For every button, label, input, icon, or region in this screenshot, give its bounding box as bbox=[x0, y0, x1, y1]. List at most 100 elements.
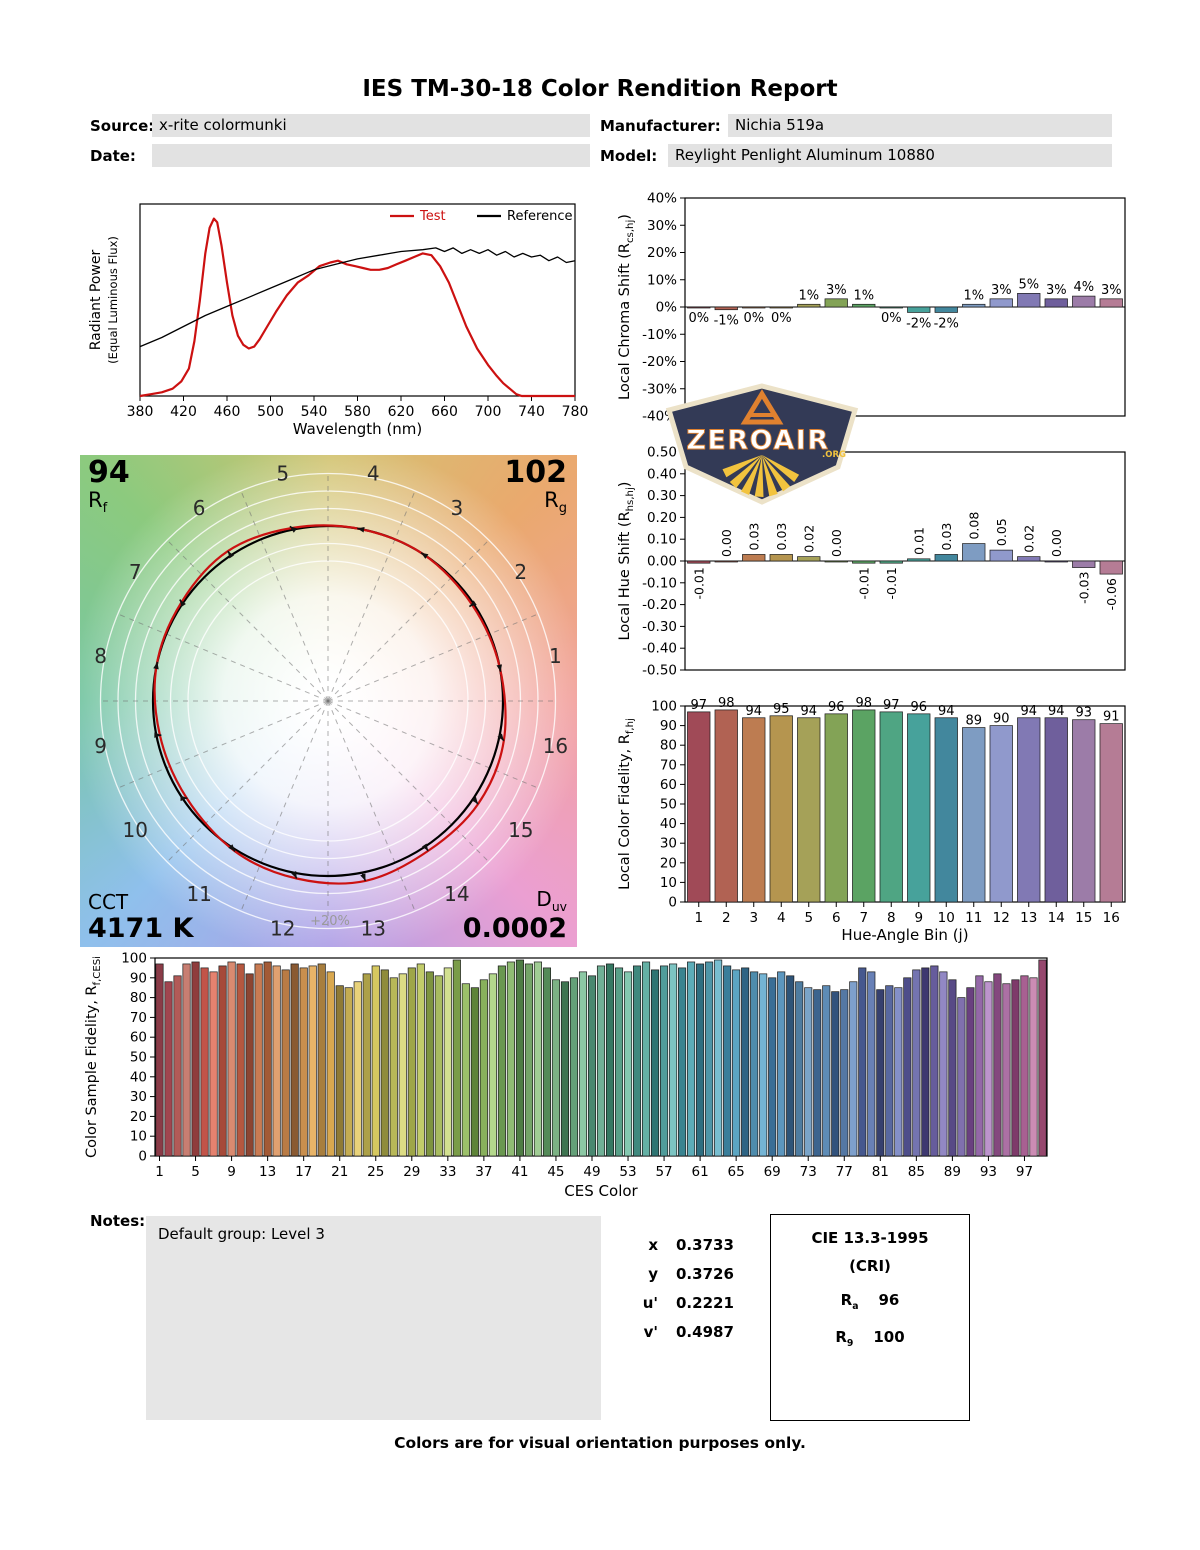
manufacturer-label: Manufacturer: bbox=[600, 117, 721, 135]
svg-text:CES Color: CES Color bbox=[564, 1182, 638, 1200]
svg-text:Reference: Reference bbox=[507, 209, 572, 224]
svg-text:3%: 3% bbox=[826, 283, 847, 298]
svg-text:380: 380 bbox=[127, 404, 154, 420]
svg-text:17: 17 bbox=[295, 1164, 312, 1180]
r9-value: 100 bbox=[873, 1328, 905, 1346]
chromaticity-row: x 0.3733 bbox=[648, 1236, 734, 1254]
svg-text:-2%: -2% bbox=[906, 316, 931, 331]
svg-text:-0.10: -0.10 bbox=[642, 575, 677, 591]
svg-text:11: 11 bbox=[965, 910, 982, 926]
source-value: x-rite colormunki bbox=[152, 114, 590, 137]
svg-text:37: 37 bbox=[475, 1164, 492, 1180]
date-label: Date: bbox=[90, 147, 136, 165]
svg-text:61: 61 bbox=[692, 1164, 709, 1180]
svg-text:30%: 30% bbox=[647, 218, 677, 234]
duv-value: 0.0002 bbox=[462, 912, 567, 944]
cct-value: 4171 K bbox=[88, 912, 194, 944]
svg-text:40%: 40% bbox=[647, 191, 677, 207]
svg-text:25: 25 bbox=[367, 1164, 384, 1180]
svg-text:0%: 0% bbox=[743, 311, 764, 326]
svg-text:90: 90 bbox=[660, 718, 677, 734]
svg-text:20%: 20% bbox=[647, 245, 677, 261]
cri-r9-row: R9 100 bbox=[771, 1328, 969, 1349]
svg-text:40: 40 bbox=[130, 1069, 147, 1085]
logo-wordmark: ZEROAIR bbox=[686, 425, 829, 456]
svg-text:94: 94 bbox=[1020, 704, 1037, 719]
svg-text:Wavelength (nm): Wavelength (nm) bbox=[293, 420, 423, 438]
notes-label: Notes: bbox=[90, 1212, 146, 1230]
svg-text:6: 6 bbox=[193, 496, 206, 520]
svg-text:96: 96 bbox=[910, 700, 927, 715]
svg-text:30: 30 bbox=[130, 1089, 147, 1105]
svg-text:-10%: -10% bbox=[642, 327, 677, 343]
svg-text:60: 60 bbox=[660, 777, 677, 793]
cri-title: CIE 13.3-1995 bbox=[811, 1229, 929, 1247]
svg-text:60: 60 bbox=[130, 1030, 147, 1046]
svg-text:10: 10 bbox=[660, 875, 677, 891]
local-hue-shift-chart: 0.50 0.40 0.30 0.20 0.10 0.00 -0.10 -0.20 -0.30 -… bbox=[613, 444, 1133, 680]
rf-value: 94 bbox=[88, 455, 130, 490]
model-value: Reylight Penlight Aluminum 10880 bbox=[668, 144, 1112, 167]
svg-text:-30%: -30% bbox=[642, 381, 677, 397]
svg-text:Color Sample Fidelity, Rf,CESi: Color Sample Fidelity, Rf,CESi bbox=[84, 956, 103, 1158]
svg-text:0%: 0% bbox=[771, 311, 792, 326]
svg-text:7: 7 bbox=[859, 910, 868, 926]
svg-text:-0.20: -0.20 bbox=[642, 597, 677, 613]
svg-text:12: 12 bbox=[270, 916, 295, 940]
svg-text:780: 780 bbox=[562, 404, 589, 420]
svg-text:3%: 3% bbox=[991, 283, 1012, 298]
report-title: IES TM-30-18 Color Rendition Report bbox=[362, 76, 838, 102]
svg-text:13: 13 bbox=[1020, 910, 1037, 926]
cri-ra-row: Ra 96 bbox=[771, 1291, 969, 1312]
svg-text:9: 9 bbox=[94, 734, 107, 758]
svg-text:0.03: 0.03 bbox=[939, 523, 954, 551]
svg-text:33: 33 bbox=[439, 1164, 456, 1180]
svg-text:9: 9 bbox=[914, 910, 923, 926]
svg-text:93: 93 bbox=[1075, 706, 1092, 721]
chart-canvas: 40%30%20%10%0%-10%-20%-30%-40%0% -1% 0% 0%1… bbox=[617, 191, 1126, 425]
date-value bbox=[152, 144, 590, 167]
svg-text:3%: 3% bbox=[1101, 283, 1122, 298]
svg-text:Local Chroma Shift (Rcs,hj): Local Chroma Shift (Rcs,hj) bbox=[617, 214, 636, 400]
ra-value: 96 bbox=[878, 1291, 900, 1309]
svg-text:0.00: 0.00 bbox=[829, 529, 844, 557]
svg-text:30: 30 bbox=[660, 836, 677, 852]
svg-text:Local Color Fidelity, Rf,hj: Local Color Fidelity, Rf,hj bbox=[617, 718, 636, 890]
svg-text:45: 45 bbox=[547, 1164, 564, 1180]
svg-text:4%: 4% bbox=[1073, 280, 1094, 295]
spd-chart: 380 420 460 500 540 580 620 660 700 740 780 Test Ref… bbox=[82, 192, 589, 442]
svg-text:700: 700 bbox=[475, 404, 502, 420]
svg-text:1%: 1% bbox=[798, 288, 819, 303]
svg-text:90: 90 bbox=[130, 970, 147, 986]
svg-text:16: 16 bbox=[1103, 910, 1120, 926]
svg-text:77: 77 bbox=[836, 1164, 853, 1180]
svg-text:95: 95 bbox=[773, 702, 790, 717]
svg-text:Radiant Power: Radiant Power bbox=[88, 250, 104, 351]
svg-text:15: 15 bbox=[508, 818, 533, 842]
svg-text:420: 420 bbox=[170, 404, 197, 420]
svg-text:97: 97 bbox=[1016, 1164, 1033, 1180]
svg-text:Local Hue Shift (Rhs,hj): Local Hue Shift (Rhs,hj) bbox=[617, 482, 636, 641]
svg-text:73: 73 bbox=[800, 1164, 817, 1180]
svg-text:0.30: 0.30 bbox=[647, 488, 677, 504]
svg-text:94: 94 bbox=[800, 704, 817, 719]
svg-text:81: 81 bbox=[872, 1164, 889, 1180]
svg-text:1: 1 bbox=[549, 644, 562, 668]
svg-text:0%: 0% bbox=[688, 311, 709, 326]
svg-text:41: 41 bbox=[511, 1164, 528, 1180]
chromaticity-row: u' 0.2221 bbox=[642, 1294, 734, 1312]
source-label: Source: bbox=[90, 117, 155, 135]
svg-text:98: 98 bbox=[718, 696, 735, 711]
svg-text:9: 9 bbox=[227, 1164, 236, 1180]
svg-text:0.50: 0.50 bbox=[647, 445, 677, 461]
svg-text:620: 620 bbox=[388, 404, 415, 420]
svg-text:8: 8 bbox=[887, 910, 896, 926]
svg-text:97: 97 bbox=[883, 698, 900, 713]
cct-label: CCT bbox=[88, 890, 129, 915]
svg-text:740: 740 bbox=[518, 404, 545, 420]
svg-text:96: 96 bbox=[828, 700, 845, 715]
svg-text:10: 10 bbox=[938, 910, 955, 926]
svg-text:94: 94 bbox=[745, 704, 762, 719]
svg-text:-0.01: -0.01 bbox=[856, 567, 871, 599]
svg-text:500: 500 bbox=[257, 404, 284, 420]
